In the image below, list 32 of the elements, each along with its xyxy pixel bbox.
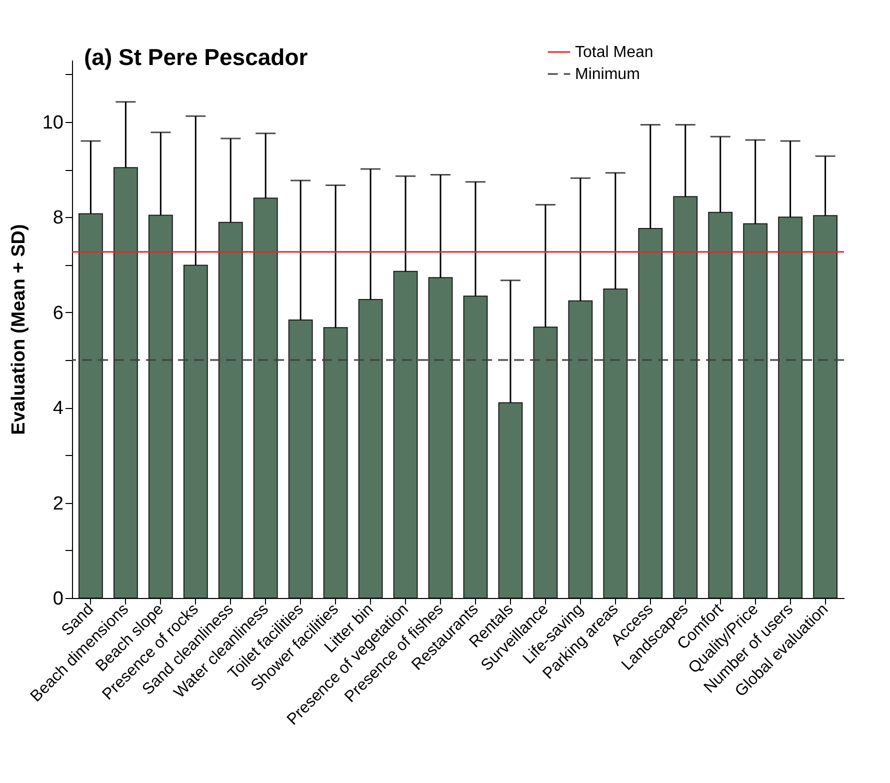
bar [568, 300, 593, 598]
bar [183, 264, 208, 598]
bar [323, 327, 348, 598]
bar [743, 223, 768, 598]
y-tick-label: 8 [52, 208, 64, 229]
bar [498, 402, 523, 598]
bar [533, 326, 558, 598]
bar [253, 198, 278, 598]
bar [288, 319, 313, 598]
bar [778, 216, 803, 598]
bar [358, 298, 383, 598]
legend-label: Minimum [575, 66, 640, 83]
y-tick-label: 10 [42, 112, 64, 134]
y-tick-label: 4 [52, 398, 64, 420]
bar [393, 270, 418, 598]
bar [673, 196, 698, 598]
y-tick-label: 2 [52, 493, 64, 514]
bar [113, 167, 138, 598]
bar [148, 214, 173, 598]
bar [78, 213, 103, 598]
legend-label: Total Mean [575, 44, 654, 61]
y-axis-title: Evaluation (Mean + SD) [8, 224, 30, 435]
bar [603, 288, 628, 598]
bar [218, 222, 243, 598]
y-tick-label: 6 [52, 302, 64, 324]
bar [428, 277, 453, 598]
y-tick-label: 0 [52, 588, 64, 610]
bar [638, 228, 663, 598]
bar [813, 215, 838, 598]
bar [463, 296, 488, 598]
bar [708, 212, 733, 598]
chart-title: (a) St Pere Pescador [84, 44, 308, 70]
